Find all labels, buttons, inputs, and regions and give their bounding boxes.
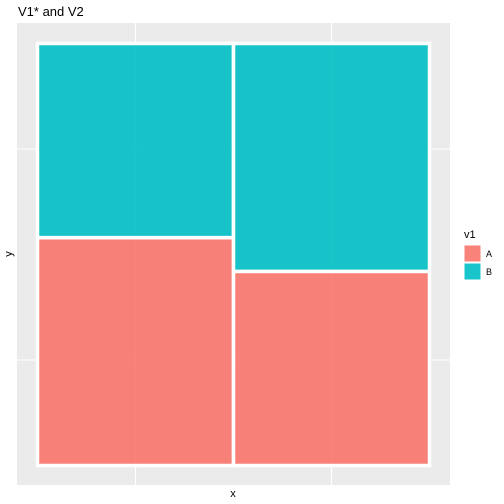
legend-label-b: B [486,267,492,277]
chart-title: V1* and V2 [18,4,84,19]
legend-title: v1 [464,229,476,241]
legend-key-a [463,244,482,263]
legend: v1 AB [463,229,492,281]
legend-label-a: A [486,249,492,259]
mosaic-tiles [35,41,432,468]
mosaic-tile-col1-b [35,41,236,240]
mosaic-tile-col2-b [231,41,432,274]
mosaic-tile-col1-a [35,235,236,468]
mosaic-tile-col2-a [231,269,432,468]
y-axis-label: y [3,251,15,257]
legend-key-b [463,262,482,281]
x-axis-label: x [230,488,236,500]
legend-entries: AB [463,244,492,281]
